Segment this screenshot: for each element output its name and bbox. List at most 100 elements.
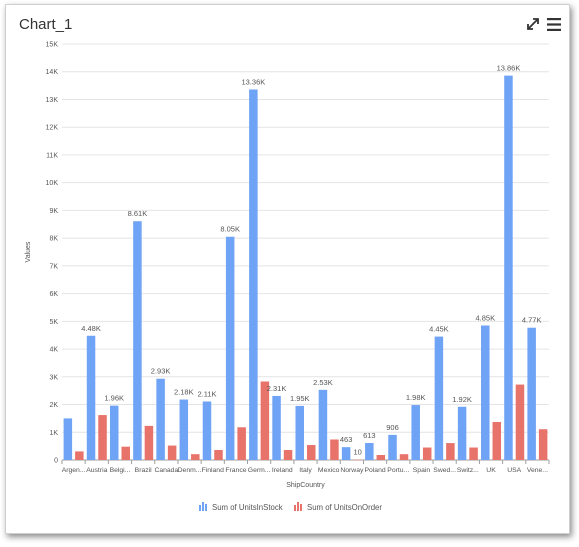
x-tick-label: USA (507, 467, 521, 474)
bar-units-on-order[interactable] (376, 455, 386, 460)
data-label: 8.05K (220, 225, 240, 234)
bar-units-in-stock[interactable] (86, 335, 96, 460)
x-tick-label: Denm... (178, 467, 202, 474)
x-tick-label: UK (486, 467, 496, 474)
bar-units-in-stock[interactable] (411, 405, 420, 460)
expand-icon[interactable] (524, 15, 542, 33)
legend-item[interactable]: Sum of UnitsOnOrder (294, 502, 382, 512)
x-tick-label: Poland (364, 467, 385, 474)
bar-units-in-stock[interactable] (179, 399, 189, 460)
bar-units-in-stock[interactable] (527, 327, 536, 460)
bar-units-in-stock[interactable] (341, 447, 351, 460)
bar-units-in-stock[interactable] (388, 434, 397, 460)
bar-units-on-order[interactable] (446, 443, 455, 460)
x-tick-label: Belgi... (110, 467, 131, 474)
legend-label: Sum of UnitsOnOrder (307, 503, 382, 512)
x-axis-title: ShipCountry (286, 482, 325, 489)
data-label: 613 (363, 431, 376, 440)
bar-units-in-stock[interactable] (249, 89, 258, 460)
bar-units-on-order[interactable] (515, 384, 525, 460)
menu-icon-graphic (547, 17, 561, 31)
bar-units-in-stock[interactable] (156, 378, 165, 460)
data-label: 4.77K (522, 316, 542, 325)
data-label: 4.45K (429, 325, 449, 334)
x-tick-label: Swed... (433, 467, 456, 474)
data-label: 906 (386, 423, 399, 432)
data-label: 2.11K (197, 389, 216, 398)
x-tick-label: Germ... (248, 467, 271, 474)
hamburger-menu-icon[interactable] (545, 15, 563, 33)
legend-item[interactable]: Sum of UnitsInStock (199, 502, 283, 512)
bar-units-on-order[interactable] (75, 451, 84, 460)
bar-chart: 0 1K 2K 3K 4K 5K 6K 7K 8K 9K 10K 11K 12K 13K 14K 15K Val… (25, 42, 550, 512)
x-tick-label: Italy (299, 467, 312, 474)
bar-units-in-stock[interactable] (504, 75, 513, 460)
bar-units-in-stock[interactable] (133, 221, 142, 460)
bar-units-in-stock[interactable] (365, 442, 374, 460)
bar-units-in-stock[interactable] (272, 395, 281, 460)
chart-widget: Chart_1 0 1K 2K 3K 4K 5K 6K 7K 8K 9K 10K 11K 12K 13K 1… (5, 4, 570, 534)
data-label: 4.48K (81, 324, 101, 333)
data-label: 13.86K (497, 64, 521, 73)
data-label: 2.31K (267, 384, 287, 393)
bar-units-on-order[interactable] (191, 454, 200, 460)
bar-units-on-order[interactable] (353, 459, 362, 461)
legend-swatch (294, 505, 296, 511)
y-tick-label: 1K (49, 430, 58, 437)
bar-units-on-order[interactable] (237, 427, 246, 460)
data-label: 4.85K (475, 313, 495, 322)
y-tick-label: 14K (46, 69, 59, 76)
y-tick-label: 0 (54, 458, 58, 465)
bar-units-on-order[interactable] (121, 446, 130, 460)
bar-units-on-order[interactable] (492, 422, 502, 460)
y-tick-label: 11K (46, 152, 58, 159)
y-tick-label: 10K (46, 180, 59, 187)
legend-swatch (297, 502, 299, 511)
bar-units-on-order[interactable] (399, 454, 409, 460)
bar-units-in-stock[interactable] (434, 336, 444, 460)
y-tick-label: 5K (49, 319, 58, 326)
y-tick-label: 12K (46, 125, 59, 132)
bar-units-on-order[interactable] (422, 447, 432, 460)
bar-units-in-stock[interactable] (295, 405, 305, 460)
bar-units-in-stock[interactable] (481, 325, 490, 460)
bar-units-on-order[interactable] (98, 415, 107, 460)
bar-units-on-order[interactable] (260, 381, 270, 460)
bar-units-in-stock[interactable] (318, 389, 328, 460)
x-tick-label: Canada (154, 467, 178, 474)
y-tick-label: 4K (49, 347, 58, 354)
x-tick-label: Norway (340, 467, 364, 474)
x-tick-label: Spain (413, 467, 431, 474)
bar-units-on-order[interactable] (214, 450, 223, 460)
bar-units-in-stock[interactable] (202, 401, 212, 460)
bar-units-on-order[interactable] (469, 447, 478, 460)
data-label: 463 (340, 435, 353, 444)
widget-title: Chart_1 (19, 16, 73, 33)
data-label: 10 (353, 448, 361, 457)
legend-label: Sum of UnitsInStock (212, 503, 283, 512)
legend-swatch (199, 505, 201, 511)
bar-units-in-stock[interactable] (457, 406, 467, 460)
expand-icon-graphic (527, 18, 539, 30)
y-tick-label: 6K (49, 291, 58, 298)
bar-units-on-order[interactable] (538, 429, 548, 460)
x-tick-label: Austria (86, 467, 107, 474)
bar-units-on-order[interactable] (167, 445, 177, 460)
bar-units-on-order[interactable] (144, 425, 154, 460)
x-tick-label: Argen... (62, 467, 86, 474)
data-label: 2.93K (151, 367, 171, 376)
x-tick-label: Mexico (318, 467, 340, 474)
data-label: 1.95K (290, 394, 310, 403)
bar-units-on-order[interactable] (307, 445, 316, 460)
bar-units-in-stock[interactable] (109, 405, 119, 460)
data-label: 8.61K (128, 209, 148, 218)
x-tick-label: Brazil (135, 467, 152, 474)
bar-units-on-order[interactable] (330, 439, 339, 460)
x-tick-label: France (225, 467, 246, 474)
x-tick-label: Vene... (527, 467, 548, 474)
y-tick-label: 9K (49, 208, 58, 215)
bar-units-on-order[interactable] (283, 450, 293, 460)
bar-units-in-stock[interactable] (63, 418, 73, 460)
bar-units-in-stock[interactable] (225, 236, 235, 460)
x-tick-label: Finland (202, 467, 225, 474)
